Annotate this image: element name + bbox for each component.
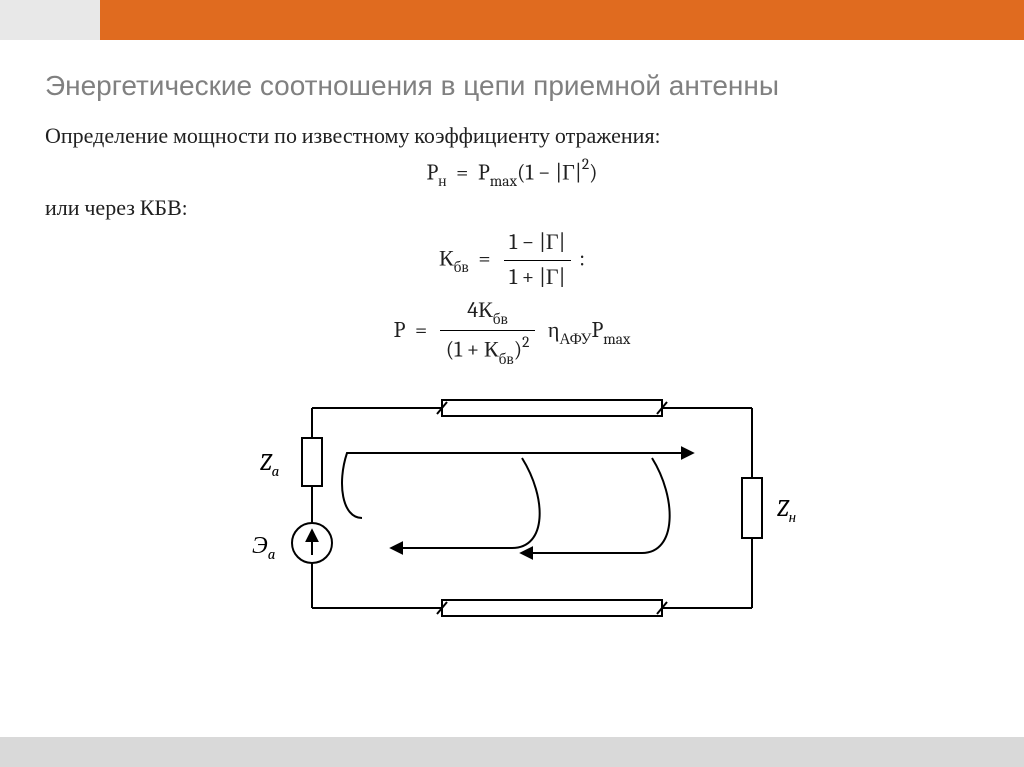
or-kbv-text: или через КБВ:: [45, 194, 979, 224]
page-title: Энергетические соотношения в цепи приемн…: [45, 70, 979, 102]
header-bar: [0, 0, 1024, 40]
circuit-diagram: Za Эa Zн: [45, 378, 979, 638]
formula-3: P = 4Кбв (1 + Кбв)2 ηАФУPmax: [45, 296, 979, 368]
header-tab: [0, 0, 100, 40]
footer-bar: [0, 737, 1024, 767]
svg-text:Za: Za: [260, 448, 280, 480]
intro-text: Определение мощности по известному коэфф…: [45, 122, 979, 152]
svg-text:Эa: Эa: [252, 531, 276, 563]
circuit-svg: Za Эa Zн: [192, 378, 832, 638]
formula-2: Кбв = 1 − |Γ| 1 + |Γ| :: [45, 228, 979, 292]
formula-1: Pн = Pmax(1 − |Γ|2): [45, 156, 979, 191]
svg-text:Zн: Zн: [777, 494, 796, 526]
content-body: Определение мощности по известному коэфф…: [45, 122, 979, 638]
header-main: [100, 0, 1024, 40]
